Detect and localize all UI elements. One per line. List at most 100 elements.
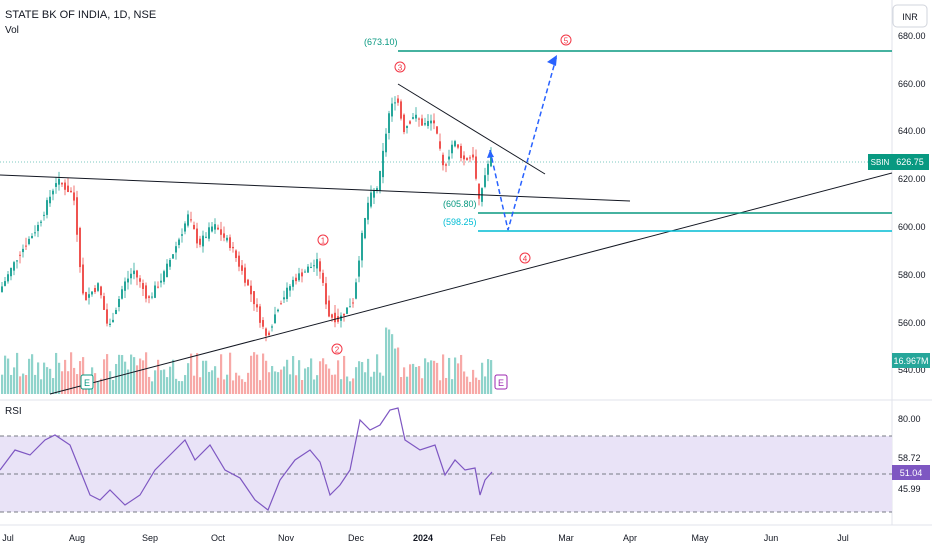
candle-body	[43, 214, 45, 216]
volume-bar	[157, 359, 160, 394]
candle-body	[103, 296, 105, 310]
volume-bar	[424, 358, 427, 394]
volume-bar	[148, 376, 151, 394]
candle-body	[460, 145, 462, 159]
volume-bar	[436, 362, 439, 394]
volume-bar	[100, 378, 103, 394]
candle-body	[157, 286, 159, 288]
last-price-symbol: SBIN	[871, 158, 890, 167]
candle-body	[442, 154, 444, 166]
volume-bar	[319, 361, 322, 394]
volume-bar	[94, 373, 97, 394]
volume-bar	[406, 376, 409, 394]
volume-bar	[478, 379, 481, 394]
candle-body	[28, 238, 30, 245]
volume-bar	[220, 354, 223, 394]
candle-body	[250, 285, 252, 295]
rsi-axis[interactable]: 80.00 58.72 45.99	[898, 414, 921, 494]
volume-bar	[22, 373, 25, 394]
volume-bar	[409, 364, 412, 394]
candle-body	[226, 237, 228, 241]
candle-body	[205, 236, 207, 238]
candle-body	[214, 224, 216, 230]
candle-body	[136, 270, 138, 278]
candle-body	[232, 246, 234, 249]
volume-bar	[358, 361, 361, 394]
candle-body	[64, 182, 66, 190]
volume-bar	[145, 352, 148, 394]
candle-body	[262, 320, 264, 327]
candle-body	[142, 283, 144, 289]
volume-bar	[310, 358, 313, 394]
rising-trendline[interactable]	[49, 172, 893, 395]
projection-path[interactable]	[489, 54, 558, 231]
wave-label-4: 4	[523, 255, 528, 264]
candle-body	[208, 227, 210, 239]
candle-body	[115, 310, 117, 314]
volume-bar	[361, 362, 364, 394]
volume-bar	[160, 370, 163, 394]
volume-bar	[412, 363, 415, 394]
earnings-marker-upcoming[interactable]: E	[494, 374, 508, 390]
volume-bar	[295, 375, 298, 394]
volume-bar	[214, 366, 217, 394]
candle-body	[379, 170, 381, 191]
candle-body	[112, 319, 114, 323]
triangle-trendline[interactable]	[397, 83, 546, 175]
time-label: Dec	[348, 533, 365, 543]
volume-bar	[139, 358, 142, 394]
volume-bar	[64, 359, 67, 394]
candle-body	[10, 267, 12, 277]
candle-body	[67, 185, 69, 193]
volume-bar	[97, 381, 100, 394]
candle-body	[16, 260, 18, 262]
candle-body	[271, 326, 273, 328]
svg-text:E: E	[84, 378, 90, 388]
price-tick: 540.00	[898, 365, 926, 375]
volume-bar	[112, 379, 115, 394]
price-axis[interactable]: 680.00 660.00 640.00 620.00 600.00 580.0…	[898, 31, 926, 375]
volume-bars	[1, 327, 493, 394]
volume-bar	[346, 376, 349, 394]
currency-button[interactable]: INR	[892, 4, 928, 28]
volume-bar	[7, 358, 10, 394]
earnings-marker[interactable]: E	[80, 374, 94, 390]
time-label: May	[691, 533, 709, 543]
volume-bar	[34, 374, 37, 394]
candle-body	[334, 312, 336, 323]
volume-bar	[196, 353, 199, 394]
candle-body	[109, 323, 111, 325]
volume-bar	[133, 357, 136, 394]
volume-bar	[238, 375, 241, 394]
volume-bar	[118, 354, 121, 394]
volume-bar	[472, 369, 475, 394]
candle-body	[352, 302, 354, 304]
volume-bar	[106, 354, 109, 394]
volume-bar	[28, 358, 31, 394]
time-axis[interactable]: Jul Aug Sep Oct Nov Dec 2024 Feb Mar Apr…	[2, 533, 849, 543]
volume-bar	[190, 353, 193, 394]
wave-marker-2: 2	[331, 343, 343, 355]
volume-bar	[43, 362, 46, 394]
candle-body	[463, 155, 465, 160]
volume-bar	[343, 355, 346, 394]
candle-body	[331, 314, 333, 318]
price-tick: 620.00	[898, 174, 926, 184]
candle-body	[280, 303, 282, 305]
volume-bar	[274, 371, 277, 394]
candle-body	[199, 238, 201, 245]
candle-body	[466, 158, 468, 160]
wave-marker-5: 5	[560, 34, 572, 46]
price-tick: 600.00	[898, 222, 926, 232]
volume-bar	[397, 347, 400, 394]
volume-bar	[433, 360, 436, 394]
candle-body	[433, 120, 435, 124]
volume-bar	[364, 372, 367, 394]
volume-bar	[31, 354, 34, 394]
candle-body	[304, 271, 306, 273]
candle-body	[346, 307, 348, 314]
candle-body	[484, 175, 486, 187]
candle-body	[277, 309, 279, 312]
upper-trendline[interactable]	[0, 174, 631, 202]
